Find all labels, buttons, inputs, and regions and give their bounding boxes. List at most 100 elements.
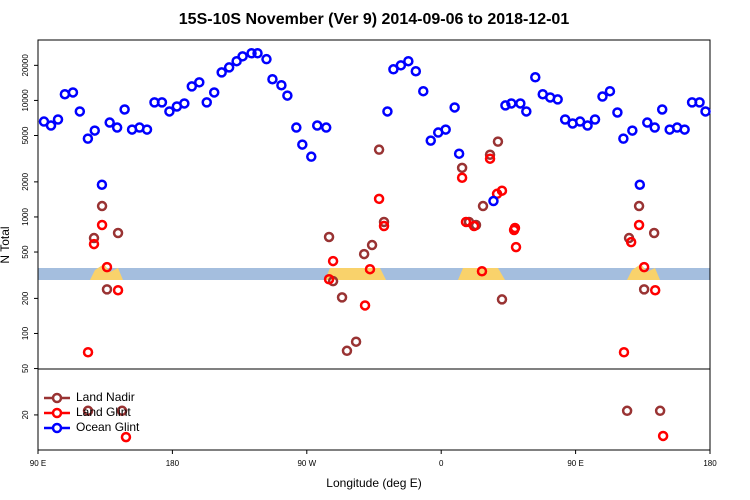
- point: [336, 292, 348, 303]
- point: [649, 284, 661, 296]
- point: [366, 239, 378, 251]
- point: [621, 405, 633, 417]
- point: [460, 216, 472, 228]
- point: [297, 139, 308, 150]
- point: [141, 124, 153, 135]
- point: [96, 179, 108, 190]
- point: [341, 345, 353, 357]
- point: [291, 122, 302, 133]
- point: [88, 232, 100, 244]
- point: [449, 102, 460, 113]
- y-axis-label: N Total: [0, 226, 12, 263]
- y-tick-label: 5000: [21, 126, 30, 144]
- point: [201, 97, 212, 108]
- legend-marker: [51, 407, 63, 419]
- point: [453, 148, 465, 159]
- point: [164, 106, 175, 117]
- point: [116, 405, 128, 417]
- point: [477, 200, 489, 212]
- x-tick-label: 180: [703, 459, 717, 468]
- point: [410, 65, 422, 77]
- point: [237, 51, 248, 62]
- point: [327, 255, 339, 267]
- legend-marker: [51, 422, 63, 434]
- point: [119, 104, 130, 115]
- point: [694, 97, 705, 108]
- x-axis-label: Longitude (deg E): [326, 476, 421, 490]
- y-tick-label: 20: [21, 410, 30, 419]
- point: [657, 430, 669, 442]
- legend-label: Ocean Glint: [76, 420, 140, 434]
- point: [323, 273, 335, 285]
- point: [500, 100, 511, 111]
- y-tick-label: 1000: [21, 207, 30, 225]
- point: [194, 77, 205, 88]
- point: [559, 114, 571, 125]
- point: [395, 60, 407, 71]
- x-tick-label: 90 E: [567, 459, 583, 468]
- point: [597, 91, 608, 102]
- point: [468, 220, 480, 232]
- point: [112, 284, 124, 296]
- point: [679, 124, 690, 135]
- point: [216, 67, 227, 78]
- point: [388, 64, 399, 75]
- legend-label: Land Glint: [76, 405, 131, 419]
- point: [589, 114, 601, 125]
- point: [496, 185, 508, 196]
- point: [358, 248, 370, 260]
- point: [96, 200, 108, 212]
- point: [496, 294, 508, 305]
- point: [156, 97, 168, 108]
- point: [101, 284, 113, 295]
- point: [208, 87, 220, 98]
- point: [649, 122, 660, 133]
- point: [648, 227, 660, 239]
- y-tick-label: 100: [21, 326, 30, 340]
- point: [604, 85, 616, 97]
- x-tick-label: 90 W: [297, 459, 316, 468]
- point: [574, 116, 586, 127]
- point: [618, 347, 630, 358]
- point: [656, 104, 668, 115]
- point: [373, 144, 385, 155]
- point: [323, 231, 335, 243]
- point: [618, 133, 629, 144]
- point: [378, 216, 390, 228]
- point: [530, 72, 541, 83]
- point: [509, 222, 521, 234]
- point: [382, 106, 393, 117]
- point: [101, 261, 113, 273]
- point: [67, 87, 79, 98]
- point: [378, 220, 390, 232]
- x-tick-label: 180: [166, 459, 180, 468]
- point: [306, 151, 317, 162]
- point: [638, 261, 650, 273]
- point: [82, 133, 94, 144]
- point: [364, 263, 376, 275]
- point: [418, 85, 429, 97]
- point: [112, 227, 124, 239]
- point: [89, 125, 100, 136]
- point: [625, 236, 637, 248]
- y-tick-label: 500: [21, 245, 30, 259]
- point: [638, 284, 650, 295]
- chart-title: 15S-10S November (Ver 9) 2014-09-06 to 2…: [179, 11, 570, 28]
- point: [359, 300, 371, 311]
- point: [373, 193, 385, 205]
- point: [74, 106, 86, 117]
- point: [246, 47, 257, 59]
- legend-label: Land Nadir: [76, 390, 135, 404]
- point: [223, 62, 235, 73]
- point: [633, 219, 645, 231]
- point: [282, 90, 293, 101]
- point: [484, 149, 496, 160]
- y-tick-label: 10000: [21, 89, 30, 112]
- point: [456, 172, 468, 183]
- point: [403, 55, 414, 67]
- point: [440, 124, 451, 135]
- point: [350, 336, 362, 347]
- point: [82, 405, 94, 417]
